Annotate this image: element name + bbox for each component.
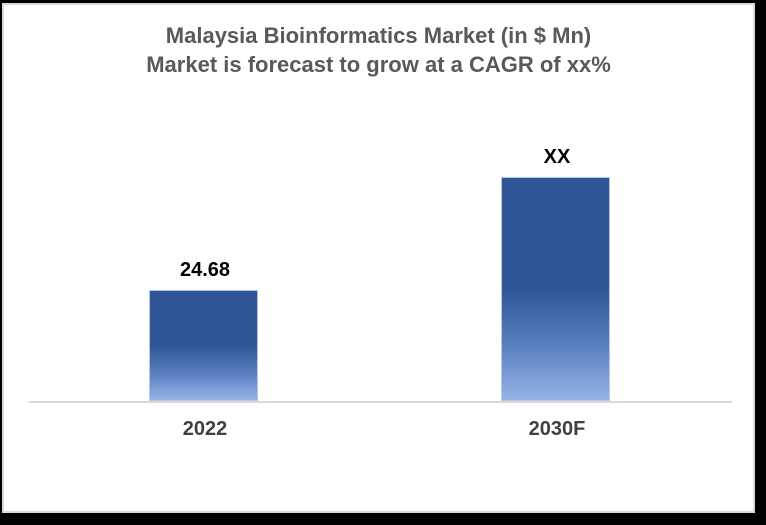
x-axis-line [29, 401, 732, 403]
bar-2030f [501, 177, 610, 401]
bar-value-label-2022: 24.68 [179, 259, 231, 281]
chart-title: Malaysia Bioinformatics Market (in $ Mn)… [4, 21, 753, 79]
x-axis-label-2030f: 2030F [528, 418, 586, 440]
chart-subtitle: Market is forecast to grow at a CAGR of … [146, 52, 611, 77]
bar-value-label-2030f: XX [543, 146, 571, 168]
chart-panel: Malaysia Bioinformatics Market (in $ Mn)… [2, 3, 755, 513]
chart-title-line1: Malaysia Bioinformatics Market (in $ Mn) [165, 23, 592, 48]
bar-2022 [149, 290, 258, 401]
x-axis-label-2022: 2022 [182, 418, 228, 440]
